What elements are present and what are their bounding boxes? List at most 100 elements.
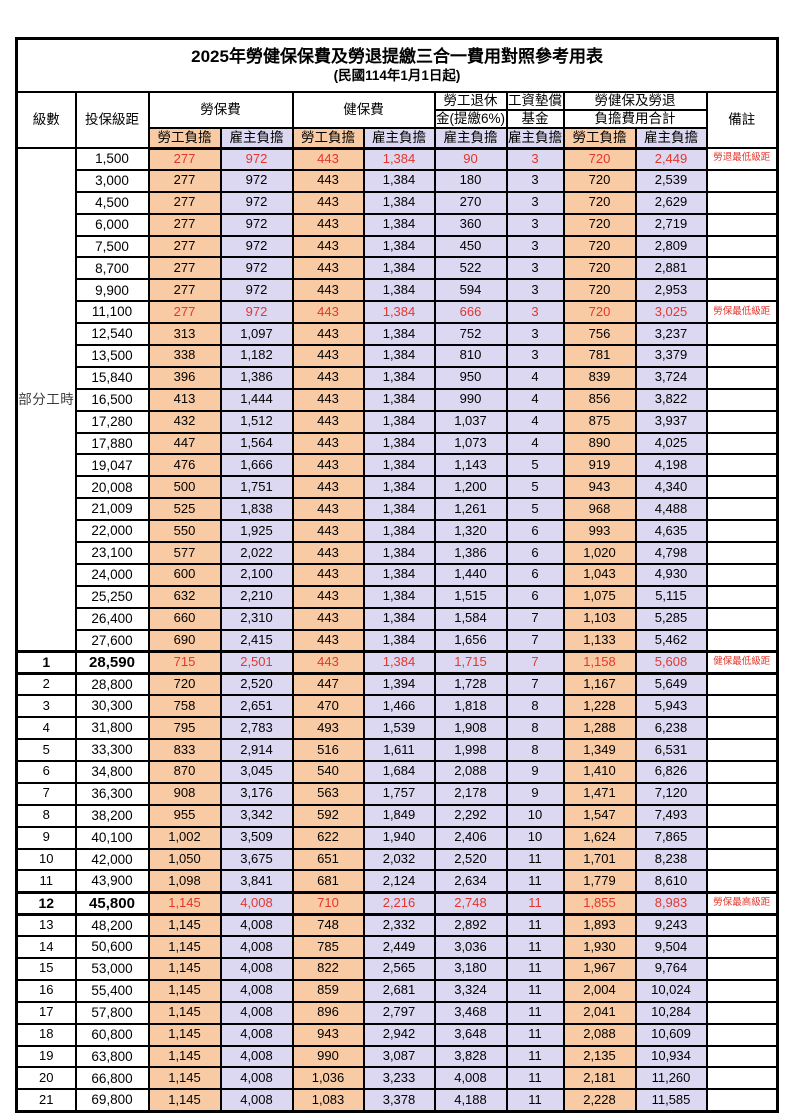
table-row: 20,008 500 1,751 443 1,384 1,200 5 943 4,340 xyxy=(17,475,779,500)
cell-health-employee: 443 xyxy=(291,278,365,303)
cell-labor-employee: 277 xyxy=(147,234,222,259)
col-header-total-line2: 負擔費用合計 xyxy=(562,109,708,129)
table-row: 21,009 525 1,838 443 1,384 1,261 5 968 4,488 xyxy=(17,497,779,522)
table-row: 18 60,800 1,145 4,008 943 2,942 3,648 11 2,088 10… xyxy=(15,1022,779,1047)
cell-wage-fund-employer: 7 xyxy=(505,672,565,697)
table-row: 12,540 313 1,097 443 1,384 752 3 756 3,237 xyxy=(17,322,779,347)
cell-pension-employer: 1,320 xyxy=(433,519,508,544)
cell-wage-fund-employer: 6 xyxy=(505,562,565,587)
cell-total-employee: 720 xyxy=(562,278,637,303)
cell-total-employer: 5,608 xyxy=(634,649,708,675)
table-row: 9,900 277 972 443 1,384 594 3 720 2,953 xyxy=(17,278,779,303)
cell-health-employer: 1,384 xyxy=(362,453,436,478)
cell-total-employee: 2,135 xyxy=(562,1044,637,1069)
cell-health-employer: 1,849 xyxy=(362,803,436,828)
cell-health-employer: 1,384 xyxy=(362,431,436,456)
cell-health-employer: 1,384 xyxy=(362,256,436,281)
col-header-pension-line2: 金(提繳6%) xyxy=(433,109,508,129)
table-row: 3,000 277 972 443 1,384 180 3 720 2,539 xyxy=(17,168,779,193)
cell-bracket: 28,800 xyxy=(74,672,150,697)
cell-wage-fund-employer: 4 xyxy=(505,431,565,456)
cell-labor-employer: 3,675 xyxy=(219,847,294,872)
cell-wage-fund-employer: 11 xyxy=(505,956,565,981)
cell-health-employer: 1,384 xyxy=(362,409,436,434)
table-row: 7,500 277 972 443 1,384 450 3 720 2,809 xyxy=(17,234,779,259)
subheader-health-employer: 雇主負擔 xyxy=(362,127,436,150)
cell-wage-fund-employer: 5 xyxy=(505,453,565,478)
cell-total-employee: 1,701 xyxy=(562,847,637,872)
cell-bracket: 7,500 xyxy=(74,234,150,259)
cell-pension-employer: 4,008 xyxy=(433,1066,508,1091)
cell-health-employee: 443 xyxy=(291,387,365,412)
cell-wage-fund-employer: 11 xyxy=(505,869,565,894)
cell-labor-employee: 1,145 xyxy=(147,978,222,1003)
cell-wage-fund-employer: 8 xyxy=(505,716,565,741)
cell-remark xyxy=(705,1066,779,1091)
cell-labor-employee: 277 xyxy=(147,300,222,325)
cell-labor-employee: 833 xyxy=(147,738,222,762)
cell-total-employee: 1,779 xyxy=(562,869,637,894)
cell-bracket: 63,800 xyxy=(74,1044,150,1069)
cell-total-employer: 4,025 xyxy=(634,431,708,456)
cell-total-employee: 1,158 xyxy=(562,649,637,675)
cell-pension-employer: 1,440 xyxy=(433,562,508,587)
cell-bracket: 9,900 xyxy=(74,278,150,303)
cell-labor-employee: 600 xyxy=(147,562,222,587)
cell-health-employer: 3,087 xyxy=(362,1044,436,1069)
cell-total-employer: 3,025 xyxy=(634,300,708,325)
cell-labor-employer: 2,520 xyxy=(219,672,294,697)
cell-pension-employer: 990 xyxy=(433,387,508,412)
cell-health-employer: 1,384 xyxy=(362,387,436,412)
cell-bracket: 11,100 xyxy=(74,300,150,325)
cell-health-employer: 2,332 xyxy=(362,913,436,938)
cell-total-employee: 781 xyxy=(562,344,637,368)
title-row: 2025年勞健保保費及勞退提繳三合一費用對照參考用表 (民國114年1月1日起) xyxy=(15,37,779,93)
cell-remark: 勞退最低級距 xyxy=(705,147,779,171)
cell-pension-employer: 4,188 xyxy=(433,1088,508,1113)
cell-labor-employee: 338 xyxy=(147,344,222,368)
cell-level: 16 xyxy=(15,978,77,1003)
cell-pension-employer: 1,818 xyxy=(433,694,508,719)
table-body: 部分工時 1,500 277 972 443 1,384 90 3 720 2,449 勞退最低級距… xyxy=(15,146,779,1113)
cell-remark xyxy=(705,716,779,741)
cell-total-employer: 3,937 xyxy=(634,409,708,434)
table-row: 27,600 690 2,415 443 1,384 1,656 7 1,133 5,462 xyxy=(17,628,779,653)
cell-total-employee: 1,228 xyxy=(562,694,637,719)
cell-health-employer: 1,384 xyxy=(362,649,436,675)
cell-bracket: 3,000 xyxy=(74,168,150,193)
cell-labor-employer: 972 xyxy=(219,168,294,193)
cell-pension-employer: 3,828 xyxy=(433,1044,508,1069)
col-header-level: 級數 xyxy=(15,91,77,149)
cell-total-employee: 1,043 xyxy=(562,562,637,587)
table-row: 22,000 550 1,925 443 1,384 1,320 6 993 4,635 xyxy=(17,519,779,544)
cell-health-employee: 443 xyxy=(291,344,365,368)
cell-remark xyxy=(705,1044,779,1069)
cell-health-employee: 443 xyxy=(291,190,365,215)
cell-labor-employee: 870 xyxy=(147,759,222,784)
cell-health-employee: 785 xyxy=(291,935,365,959)
cell-total-employee: 1,930 xyxy=(562,935,637,959)
cell-pension-employer: 1,515 xyxy=(433,584,508,609)
cell-labor-employee: 313 xyxy=(147,322,222,347)
cell-total-employer: 11,585 xyxy=(634,1088,708,1113)
table-row: 17,880 447 1,564 443 1,384 1,073 4 890 4,025 xyxy=(17,431,779,456)
cell-total-employee: 720 xyxy=(562,147,637,171)
cell-wage-fund-employer: 3 xyxy=(505,344,565,368)
cell-pension-employer: 270 xyxy=(433,190,508,215)
cell-wage-fund-employer: 3 xyxy=(505,168,565,193)
cell-wage-fund-employer: 11 xyxy=(505,978,565,1003)
cell-level: 20 xyxy=(15,1066,77,1091)
cell-total-employee: 1,133 xyxy=(562,628,637,653)
cell-total-employer: 5,649 xyxy=(634,672,708,697)
cell-health-employer: 2,565 xyxy=(362,956,436,981)
cell-level: 9 xyxy=(15,825,77,850)
cell-total-employee: 1,855 xyxy=(562,890,637,916)
cell-remark xyxy=(705,562,779,587)
cell-health-employee: 443 xyxy=(291,431,365,456)
cell-wage-fund-employer: 3 xyxy=(505,278,565,303)
cell-labor-employer: 4,008 xyxy=(219,1000,294,1025)
cell-wage-fund-employer: 3 xyxy=(505,212,565,237)
cell-pension-employer: 666 xyxy=(433,300,508,325)
cell-total-employee: 1,349 xyxy=(562,738,637,762)
cell-total-employee: 1,288 xyxy=(562,716,637,741)
